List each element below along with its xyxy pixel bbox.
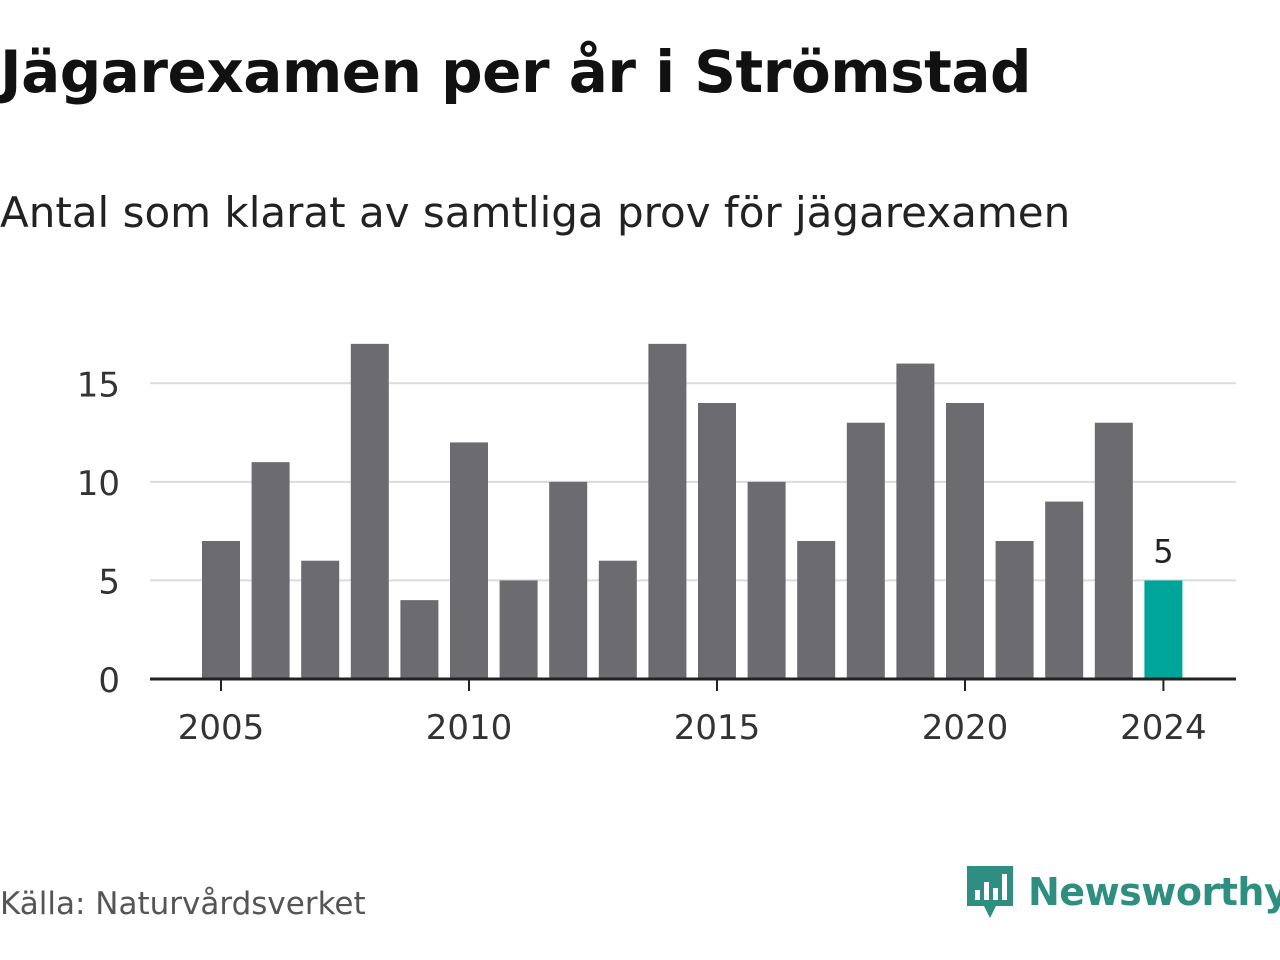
- bar-2014[interactable]: [648, 343, 687, 679]
- bars: [202, 343, 1183, 679]
- bar-2019[interactable]: [896, 363, 935, 679]
- x-tick-label: 2020: [922, 708, 1009, 748]
- bar-2015[interactable]: [698, 403, 736, 679]
- x-tick-label: 2024: [1120, 708, 1207, 748]
- bar-2022[interactable]: [1045, 501, 1084, 679]
- bar-2008[interactable]: [350, 343, 389, 679]
- bar-2017[interactable]: [797, 541, 836, 679]
- labels: 0 5 10 15 5 2005 2010 2015 2020 2024: [77, 365, 1207, 748]
- newsworthy-logo-icon: [967, 866, 1013, 918]
- x-tick-label: 2015: [674, 708, 761, 748]
- bar-2011[interactable]: [499, 580, 538, 679]
- data-label-2024: 5: [1153, 532, 1173, 570]
- y-tick-label: 0: [98, 661, 120, 701]
- brand-name: Newsworthy: [1028, 870, 1280, 914]
- bar-2023[interactable]: [1094, 422, 1133, 679]
- bar-2018[interactable]: [846, 422, 885, 679]
- bar-2012[interactable]: [549, 481, 588, 679]
- bar-2007[interactable]: [301, 560, 340, 679]
- bar-2010[interactable]: [450, 442, 488, 679]
- bar-2016[interactable]: [747, 481, 786, 679]
- bar-2021[interactable]: [995, 541, 1034, 679]
- chart-subtitle: Antal som klarat av samtliga prov för jä…: [0, 188, 1071, 237]
- y-tick-label: 15: [77, 365, 120, 405]
- bar-2009[interactable]: [400, 600, 439, 679]
- x-tick-label: 2005: [178, 708, 265, 748]
- bar-2013[interactable]: [598, 560, 637, 679]
- bar-2006[interactable]: [251, 462, 290, 679]
- y-tick-label: 5: [98, 562, 120, 602]
- brand-logo[interactable]: Newsworthy: [964, 862, 1280, 922]
- bar-2005[interactable]: [202, 541, 240, 679]
- chart-title: Jägarexamen per år i Strömstad: [0, 38, 1032, 106]
- bar-2024[interactable]: [1144, 580, 1183, 679]
- axes: [150, 677, 1236, 691]
- bar-chart: 0 5 10 15 5 2005 2010 2015 2020 2024: [77, 343, 1236, 748]
- y-tick-label: 10: [77, 464, 120, 504]
- source-note: Källa: Naturvårdsverket: [0, 886, 366, 922]
- bar-2020[interactable]: [946, 403, 984, 679]
- x-tick-label: 2010: [426, 708, 513, 748]
